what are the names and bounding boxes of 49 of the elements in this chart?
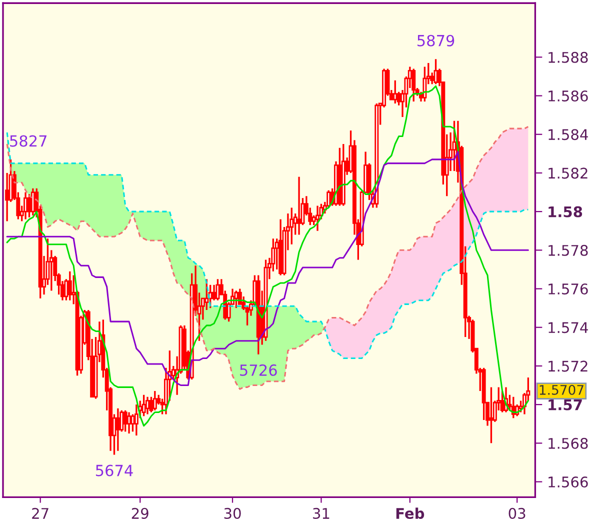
candlestick	[500, 390, 504, 414]
candlestick	[130, 413, 135, 432]
annotation: 5674	[96, 464, 133, 476]
y-tick-label: 1.586	[548, 90, 588, 102]
text: 1.5707	[540, 384, 584, 395]
x-tick-label: 31	[313, 508, 330, 519]
x-tick-label: 27	[32, 508, 48, 519]
candlestick	[127, 411, 132, 434]
candlestick	[24, 191, 28, 220]
candlestick	[204, 278, 209, 311]
candlestick	[452, 120, 456, 172]
candlestick	[152, 390, 157, 412]
candlestick	[434, 58, 438, 86]
candlestick	[123, 410, 128, 432]
candlestick	[5, 172, 10, 222]
y-tick-label: 1.57	[548, 399, 582, 410]
candlestick	[27, 193, 32, 218]
candlestick	[68, 270, 72, 302]
annotation: 5726	[240, 364, 277, 376]
candlestick	[393, 79, 398, 104]
annotation: 5879	[418, 34, 454, 46]
candlestick	[142, 394, 146, 417]
x-tick-label: 30	[224, 508, 241, 519]
candlestick	[146, 396, 150, 416]
x-tick-label: 03	[508, 508, 526, 519]
y-tick-label: 1.578	[548, 244, 588, 256]
y-tick-label: 1.572	[548, 360, 588, 372]
candlestick	[297, 176, 302, 236]
candlestick	[134, 404, 138, 436]
candlestick	[216, 278, 220, 302]
candlestick	[316, 204, 320, 232]
y-tick-label: 1.584	[548, 129, 588, 140]
y-tick-label: 1.588	[548, 52, 588, 63]
candlestick	[489, 386, 494, 444]
candlestick	[412, 68, 416, 102]
candlestick	[116, 408, 120, 452]
candlestick	[274, 238, 279, 270]
annotation: 5827	[10, 135, 46, 147]
candlestick	[422, 66, 427, 102]
y-tick-label: 1.566	[548, 476, 588, 488]
x-tick-label: Feb	[396, 508, 424, 519]
y-tick-label: 1.582	[548, 168, 588, 179]
y-tick-label: 1.58	[548, 206, 582, 218]
y-tick-label: 1.568	[548, 438, 588, 449]
candlestick	[234, 290, 238, 309]
candlestick	[212, 284, 216, 302]
y-tick-label: 1.576	[548, 283, 588, 295]
y-tick-label: 1.574	[548, 322, 588, 334]
x-tick-label: 29	[132, 508, 148, 519]
